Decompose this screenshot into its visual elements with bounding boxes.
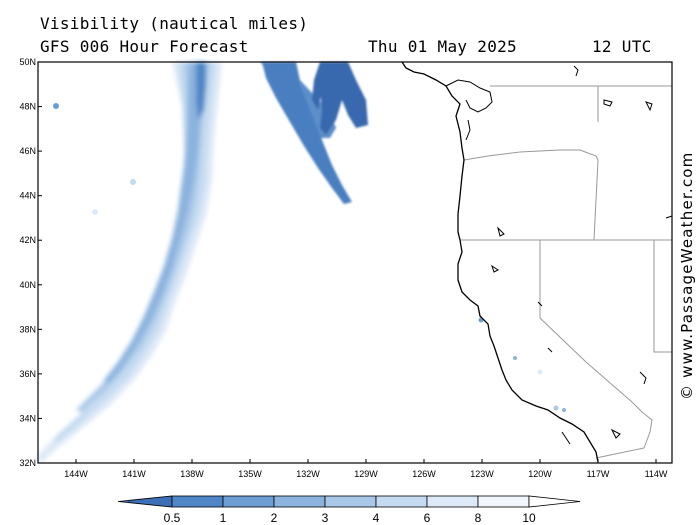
map-frame <box>37 61 673 464</box>
colorbar-label: 3 <box>322 511 329 525</box>
colorbar-label: 8 <box>475 511 482 525</box>
lat-label: 48N <box>19 102 36 112</box>
lat-label: 32N <box>19 458 36 468</box>
fog-band-north <box>260 62 368 204</box>
colorbar-label: 4 <box>373 511 380 525</box>
lon-label: 144W <box>64 469 88 479</box>
copyright-text: © www.PassageWeather.com <box>678 151 696 400</box>
lon-label: 141W <box>122 469 146 479</box>
colorbar-segment <box>273 495 326 508</box>
lon-label: 129W <box>354 469 378 479</box>
chart-title: Visibility (nautical miles) <box>40 14 309 33</box>
colorbar-segment <box>375 495 428 508</box>
colorbar-segment <box>117 495 173 508</box>
colorbar-segment <box>528 495 581 508</box>
colorbar-segment <box>171 495 224 508</box>
forecast-hour: 12 UTC <box>592 37 652 56</box>
lon-label: 138W <box>180 469 204 479</box>
lon-label: 120W <box>528 469 552 479</box>
colorbar-label: 1 <box>220 511 227 525</box>
fog-patches <box>53 103 566 412</box>
lat-label: 36N <box>19 369 36 379</box>
lat-label: 46N <box>19 146 36 156</box>
lon-label: 114W <box>645 469 668 479</box>
map-area <box>38 62 672 463</box>
lat-label: 50N <box>19 57 36 67</box>
colorbar-segment <box>222 495 275 508</box>
lat-label: 44N <box>19 191 36 201</box>
colorbar-label: 2 <box>271 511 278 525</box>
axis-ticks: 50N 48N 46N 44N 42N 40N 38N 36N 34N 32N 144W 141W 13… <box>19 57 667 479</box>
lon-label: 135W <box>238 469 262 479</box>
forecast-date: Thu 01 May 2025 <box>368 37 517 56</box>
interior-lakes <box>491 65 673 445</box>
colorbar-segment <box>324 495 377 508</box>
lon-label: 123W <box>470 469 494 479</box>
lon-label: 132W <box>296 469 320 479</box>
forecast-label: GFS 006 Hour Forecast <box>40 37 249 56</box>
lat-label: 34N <box>19 413 36 423</box>
lon-label: 126W <box>412 469 436 479</box>
lat-label: 42N <box>19 235 36 245</box>
colorbar-segment <box>426 495 479 508</box>
fog-band-west <box>38 62 222 462</box>
colorbar-label: 0.5 <box>164 511 181 525</box>
lat-label: 38N <box>19 324 36 334</box>
state-borders <box>460 85 672 459</box>
colorbar: 0.5 1 2 3 4 6 8 10 <box>117 495 581 525</box>
colorbar-label: 6 <box>424 511 431 525</box>
colorbar-label: 10 <box>522 511 536 525</box>
colorbar-segment <box>477 495 530 508</box>
lat-label: 40N <box>19 280 36 290</box>
puget-sound <box>445 79 493 141</box>
coastline <box>401 61 599 463</box>
lon-label: 117W <box>587 469 610 479</box>
